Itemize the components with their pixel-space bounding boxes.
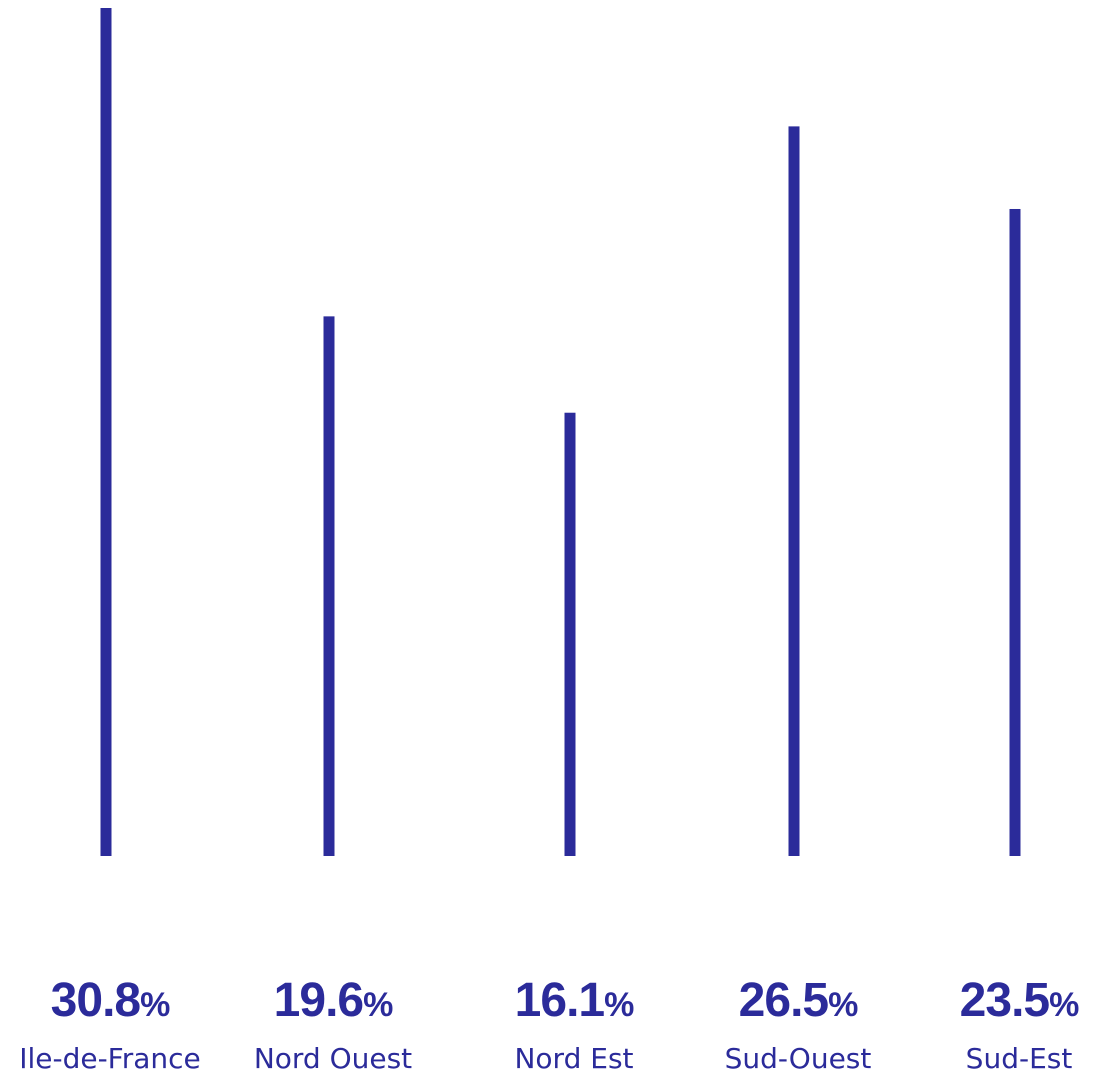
value-unit: % [828,986,858,1024]
bar-sud-est [1009,208,1021,857]
value-label: 19.6% [274,974,393,1027]
category-label: Ile-de-France [19,1042,201,1075]
value-label: 26.5% [739,974,858,1027]
value-unit: % [363,986,393,1024]
value-number: 26.5 [739,974,829,1027]
value-unit: % [140,986,170,1024]
value-label: 16.1% [515,974,634,1027]
bar-ile-de-france [100,8,112,856]
bar-sud-ouest [788,126,800,857]
category-label: Sud-Ouest [725,1042,872,1075]
value-number: 16.1 [515,974,605,1027]
category-label: Sud-Est [966,1042,1073,1075]
value-label: 23.5% [960,974,1079,1027]
bar-nord-est [564,412,576,856]
value-unit: % [1049,986,1079,1024]
value-number: 19.6 [274,974,363,1027]
labels-group: 30.8% Ile-de-France 19.6% Nord Ouest 16.1% No… [19,974,1080,1075]
value-number: 30.8 [51,974,141,1027]
value-unit: % [604,986,634,1024]
category-label: Nord Est [514,1042,633,1075]
value-number: 23.5 [960,974,1050,1027]
bars-group [100,8,1021,857]
bar-nord-ouest [323,316,335,856]
category-label: Nord Ouest [254,1042,412,1075]
value-label: 30.8% [51,974,170,1027]
